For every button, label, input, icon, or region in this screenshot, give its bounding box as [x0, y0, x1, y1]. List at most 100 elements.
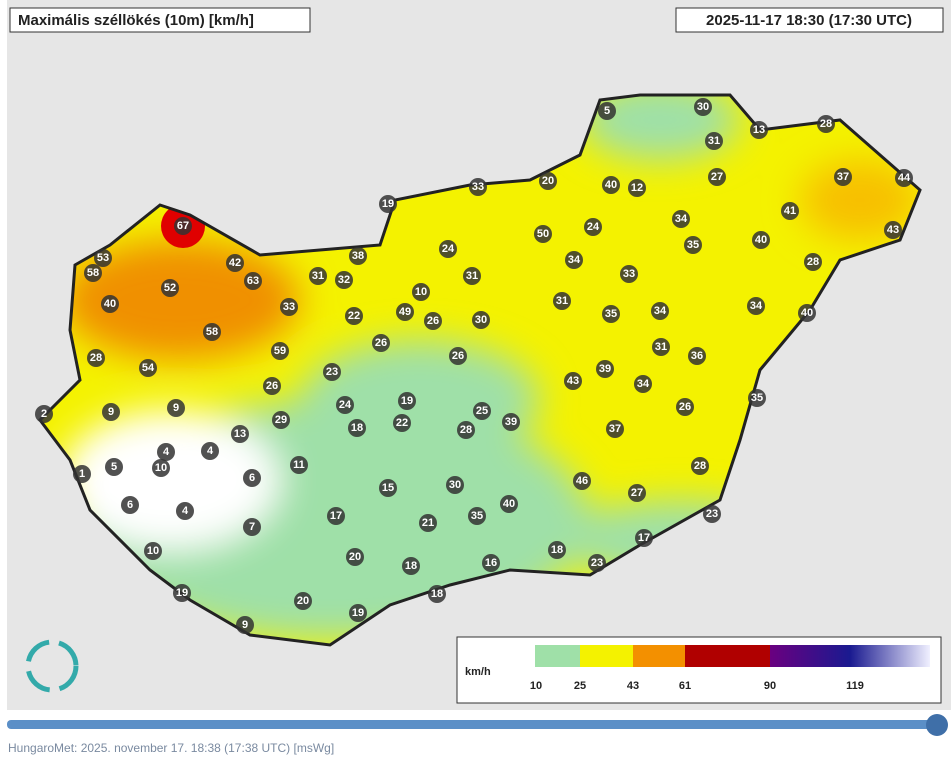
- station-marker: [379, 479, 397, 497]
- station-value: 22: [348, 310, 360, 322]
- station-value: 37: [837, 171, 849, 183]
- station-marker: [396, 303, 414, 321]
- station-value: 36: [691, 350, 703, 362]
- station-marker: [271, 342, 289, 360]
- station-value: 26: [375, 337, 387, 349]
- station-value: 20: [542, 175, 554, 187]
- station-marker: [602, 176, 620, 194]
- station-marker: [781, 202, 799, 220]
- station-marker: [428, 585, 446, 603]
- legend-tick: 90: [764, 680, 776, 692]
- station-value: 4: [182, 505, 189, 517]
- station-marker: [102, 403, 120, 421]
- station-value: 24: [587, 221, 600, 233]
- station-marker: [672, 210, 690, 228]
- station-value: 37: [609, 423, 621, 435]
- title: Maximális széllökés (10m) [km/h]: [18, 12, 254, 29]
- station-marker: [139, 359, 157, 377]
- station-value: 39: [599, 363, 611, 375]
- station-value: 50: [537, 228, 549, 240]
- station-value: 20: [297, 595, 309, 607]
- station-marker: [35, 405, 53, 423]
- station-marker: [651, 302, 669, 320]
- station-value: 42: [229, 257, 241, 269]
- station-marker: [598, 102, 616, 120]
- station-value: 2: [41, 408, 47, 420]
- station-value: 40: [104, 298, 116, 310]
- station-value: 33: [623, 268, 635, 280]
- station-marker: [161, 279, 179, 297]
- station-value: 28: [460, 424, 472, 436]
- station-marker: [173, 584, 191, 602]
- station-marker: [817, 115, 835, 133]
- station-value: 5: [111, 461, 117, 473]
- station-value: 35: [471, 510, 483, 522]
- station-value: 23: [591, 557, 603, 569]
- station-marker: [121, 496, 139, 514]
- station-value: 31: [708, 135, 720, 147]
- station-value: 35: [687, 239, 699, 251]
- timestamp: 2025-11-17 18:30 (17:30 UTC): [706, 12, 912, 29]
- station-marker: [73, 465, 91, 483]
- station-marker: [750, 121, 768, 139]
- station-value: 6: [127, 499, 133, 511]
- station-value: 19: [176, 587, 188, 599]
- station-marker: [263, 377, 281, 395]
- station-marker: [628, 179, 646, 197]
- station-value: 34: [750, 300, 763, 312]
- station-marker: [534, 225, 552, 243]
- station-marker: [243, 518, 261, 536]
- station-marker: [628, 484, 646, 502]
- legend-tick: 61: [679, 680, 691, 692]
- station-marker: [372, 334, 390, 352]
- station-value: 43: [567, 375, 579, 387]
- station-value: 19: [382, 198, 394, 210]
- legend-tick: 10: [530, 680, 542, 692]
- station-value: 27: [711, 171, 723, 183]
- station-marker: [290, 456, 308, 474]
- station-value: 28: [90, 352, 102, 364]
- time-slider[interactable]: [7, 720, 937, 729]
- station-value: 33: [283, 301, 295, 313]
- station-marker: [684, 236, 702, 254]
- station-marker: [468, 507, 486, 525]
- station-value: 33: [472, 181, 484, 193]
- station-marker: [708, 168, 726, 186]
- station-marker: [105, 458, 123, 476]
- station-value: 23: [326, 366, 338, 378]
- station-marker: [336, 396, 354, 414]
- slider-knob[interactable]: [926, 714, 948, 736]
- station-marker: [176, 502, 194, 520]
- time-box: [675, 7, 944, 33]
- station-value: 39: [505, 416, 517, 428]
- station-marker: [834, 168, 852, 186]
- station-marker: [174, 217, 192, 235]
- station-value: 9: [108, 406, 114, 418]
- station-value: 22: [396, 417, 408, 429]
- station-value: 40: [605, 179, 617, 191]
- station-marker: [226, 254, 244, 272]
- station-marker: [606, 420, 624, 438]
- station-value: 31: [312, 270, 324, 282]
- station-marker: [294, 592, 312, 610]
- station-value: 24: [442, 243, 455, 255]
- station-marker: [652, 338, 670, 356]
- station-marker: [482, 554, 500, 572]
- station-value: 31: [466, 270, 478, 282]
- station-value: 43: [887, 224, 899, 236]
- station-value: 40: [755, 234, 767, 246]
- station-value: 35: [751, 392, 763, 404]
- station-marker: [694, 98, 712, 116]
- station-marker: [84, 264, 102, 282]
- station-marker: [398, 392, 416, 410]
- station-value: 63: [247, 275, 259, 287]
- station-marker: [424, 312, 442, 330]
- station-value: 44: [898, 172, 911, 184]
- station-value: 25: [476, 405, 488, 417]
- station-marker: [472, 311, 490, 329]
- station-value: 30: [449, 479, 461, 491]
- station-marker: [231, 425, 249, 443]
- station-marker: [691, 457, 709, 475]
